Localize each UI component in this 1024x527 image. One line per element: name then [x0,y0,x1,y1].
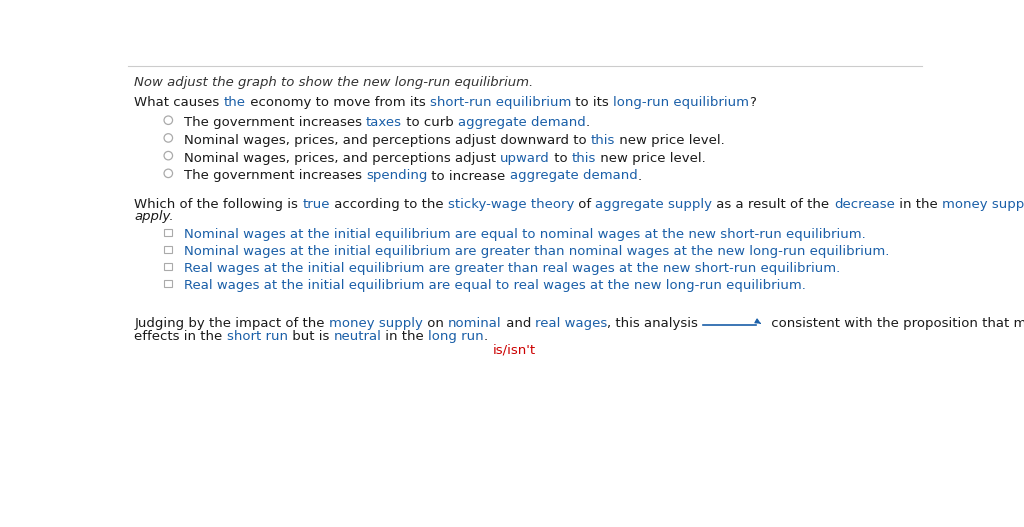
Text: the: the [223,95,246,109]
Text: taxes: taxes [366,116,402,129]
Text: as a result of the: as a result of the [713,198,834,211]
Text: Real wages at the initial equilibrium are equal to real wages at the new long-ru: Real wages at the initial equilibrium ar… [183,279,806,292]
Text: decrease: decrease [834,198,895,211]
Text: spending: spending [366,170,427,182]
Text: What causes: What causes [134,95,223,109]
Text: Nominal wages, prices, and perceptions adjust: Nominal wages, prices, and perceptions a… [183,152,500,165]
Text: to curb: to curb [402,116,458,129]
Text: to increase: to increase [427,170,510,182]
Text: Nominal wages at the initial equilibrium are equal to nominal wages at the new s: Nominal wages at the initial equilibrium… [183,228,865,241]
Text: to its: to its [571,95,613,109]
Text: neutral: neutral [334,330,381,343]
Text: nominal: nominal [447,317,502,329]
Text: true: true [302,198,330,211]
Bar [165,262,172,270]
Text: economy to move from its: economy to move from its [246,95,430,109]
Text: to: to [550,152,571,165]
Text: aggregate supply: aggregate supply [595,198,713,211]
Text: in the: in the [895,198,942,211]
Bar [165,246,172,253]
Text: upward: upward [500,152,550,165]
Text: and: and [502,317,536,329]
Text: of: of [574,198,595,211]
Text: aggregate demand: aggregate demand [510,170,638,182]
Text: this: this [591,134,615,147]
Bar [165,280,172,287]
Text: .: . [483,330,488,343]
Text: The government increases: The government increases [183,170,366,182]
Text: new price level.: new price level. [615,134,725,147]
Text: Judging by the impact of the: Judging by the impact of the [134,317,329,329]
Text: in the: in the [381,330,428,343]
Text: is/isn't: is/isn't [493,344,536,357]
Text: money supply: money supply [942,198,1024,211]
Text: Now adjust the graph to show the new long-run equilibrium.: Now adjust the graph to show the new lon… [134,76,534,90]
Text: but is: but is [288,330,334,343]
Text: ?: ? [750,95,756,109]
Bar [165,229,172,237]
Text: , this analysis: , this analysis [607,317,702,329]
Text: Which of the following is: Which of the following is [134,198,302,211]
Text: money supply: money supply [329,317,423,329]
Text: sticky-wage theory: sticky-wage theory [447,198,574,211]
Text: The government increases: The government increases [183,116,366,129]
Text: .: . [586,116,590,129]
Text: Nominal wages, prices, and perceptions adjust downward to: Nominal wages, prices, and perceptions a… [183,134,591,147]
Text: new price level.: new price level. [596,152,706,165]
Text: effects in the: effects in the [134,330,226,343]
Text: long-run equilibrium: long-run equilibrium [613,95,750,109]
Text: short-run equilibrium: short-run equilibrium [430,95,571,109]
Text: Nominal wages at the initial equilibrium are greater than nominal wages at the n: Nominal wages at the initial equilibrium… [183,245,889,258]
Text: real wages: real wages [536,317,607,329]
Text: apply.: apply. [134,210,174,223]
Text: long run: long run [428,330,483,343]
Text: on: on [423,317,447,329]
Text: consistent with the proposition that money has real: consistent with the proposition that mon… [767,317,1024,329]
Text: this: this [571,152,596,165]
Text: according to the: according to the [330,198,447,211]
Text: short run: short run [226,330,288,343]
Text: .: . [638,170,642,182]
Text: Real wages at the initial equilibrium are greater than real wages at the new sho: Real wages at the initial equilibrium ar… [183,262,840,275]
Text: aggregate demand: aggregate demand [458,116,586,129]
